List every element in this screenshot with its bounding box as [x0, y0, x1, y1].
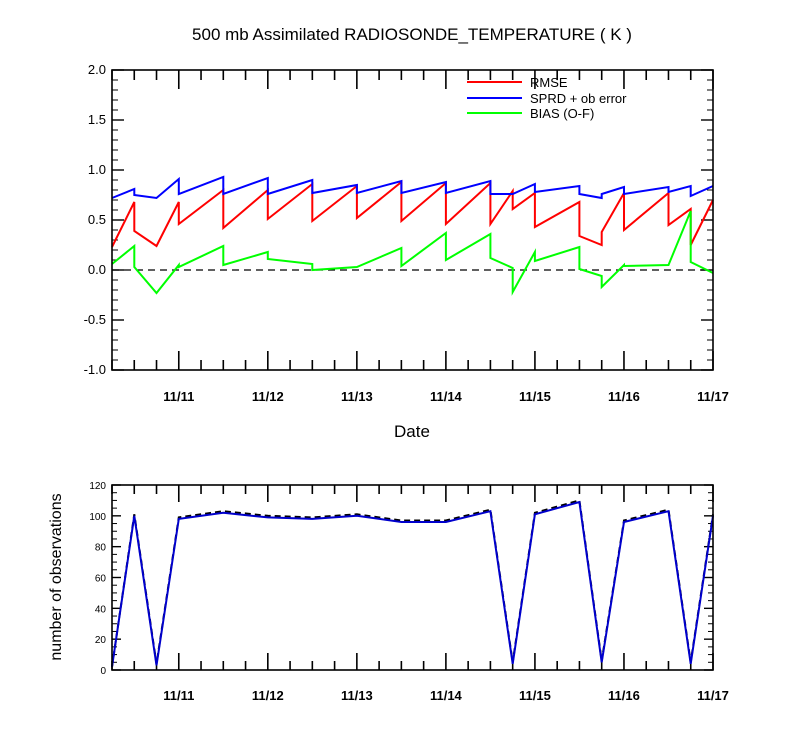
x-tick-label: 11/15: [519, 389, 551, 404]
x-tick-label: 11/11: [163, 389, 194, 404]
series-line-obs-solid: [111, 500, 714, 668]
x-tick-label: 11/12: [252, 688, 284, 703]
x-tick-label: 11/17: [697, 688, 729, 703]
y-tick-label: 120: [89, 481, 106, 492]
x-axis-label: Date: [394, 422, 430, 441]
chart-title: 500 mb Assimilated RADIOSONDE_TEMPERATUR…: [192, 25, 632, 44]
y-tick-label: 100: [89, 512, 106, 523]
y-tick-label: 1.5: [88, 112, 106, 127]
y-tick-label: 40: [95, 604, 107, 615]
series-line-obs-dashed: [111, 499, 714, 668]
series-line-bias: [111, 210, 714, 296]
y-tick-label: -0.5: [84, 312, 106, 327]
x-tick-label: 11/17: [697, 389, 729, 404]
x-tick-label: 11/15: [519, 688, 551, 703]
x-tick-label: 11/16: [608, 688, 640, 703]
x-tick-label: 11/12: [252, 389, 284, 404]
x-tick-label: 11/16: [608, 389, 640, 404]
y-tick-label: 2.0: [88, 62, 106, 77]
y-tick-label: 0.0: [88, 262, 106, 277]
y-tick-label: 0.5: [88, 212, 106, 227]
x-tick-label: 11/13: [341, 389, 373, 404]
y-tick-label: -1.0: [84, 362, 106, 377]
x-tick-label: 11/13: [341, 688, 373, 703]
legend-label: SPRD + ob error: [530, 91, 627, 106]
legend-label: RMSE: [530, 75, 568, 90]
legend-label: BIAS (O-F): [530, 106, 594, 121]
top-chart: -1.0 -0.5 0.0 0.5 1.0 1.5 2.0 11/11 11/12 11/13 11…: [84, 62, 729, 404]
y-tick-label: 80: [95, 543, 107, 554]
y-tick-label: 20: [95, 635, 107, 646]
x-tick-label: 11/11: [163, 688, 194, 703]
y-tick-label: 1.0: [88, 162, 106, 177]
x-tick-label: 11/14: [430, 688, 463, 703]
y-tick-label: 0: [100, 666, 106, 677]
series-line-rmse: [111, 179, 714, 248]
y-tick-label: 60: [95, 574, 107, 585]
plot-frame: [111, 69, 714, 371]
x-tick-label: 11/14: [430, 389, 463, 404]
series-line-sprd: [111, 175, 714, 200]
bottom-chart: 0 20 40 60 80 100 120 11/11 11/12 11/13 11/14 11/15…: [89, 481, 729, 703]
plot-frame: [111, 484, 714, 671]
y-axis-label-observations: number of observations: [48, 493, 65, 660]
